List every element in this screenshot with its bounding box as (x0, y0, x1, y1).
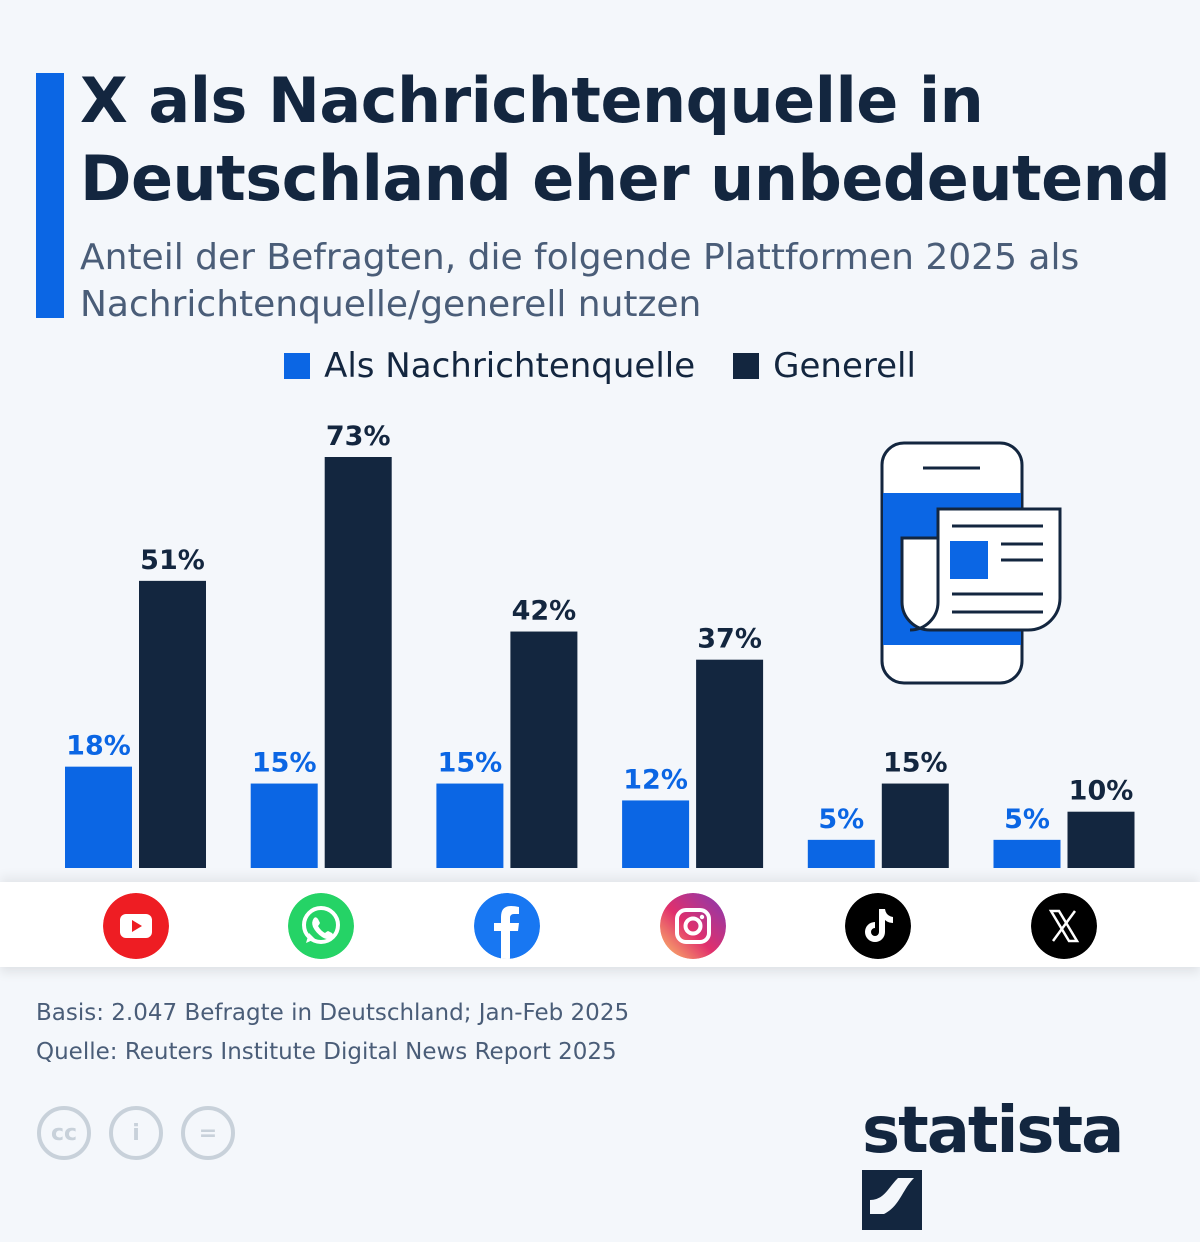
cc-attribution-icon[interactable]: i (109, 1106, 163, 1160)
legend-item-general: Generell (733, 346, 916, 386)
data-label: 42% (512, 596, 577, 627)
phone-newspaper-illustration (880, 441, 1062, 685)
facebook-icon (473, 893, 540, 959)
bar-tiktok-general (881, 783, 949, 868)
data-label: 10% (1069, 776, 1134, 807)
platform-icon-strip (0, 882, 1200, 967)
bar-instagram-news (622, 800, 690, 868)
data-label: 15% (883, 748, 948, 779)
bar-instagram-general (696, 659, 764, 868)
chart-subtitle: Anteil der Befragten, die folgende Platt… (80, 237, 1080, 325)
bar-tiktok-news (807, 839, 875, 868)
bar-chart: 18% 51% 15% 73% 15% 42% 12% 37% 5% 15% 5% 10% (65, 421, 1135, 868)
statista-wordmark: statista (862, 1094, 1124, 1168)
youtube-icon (102, 893, 169, 959)
instagram-icon (659, 893, 726, 959)
legend-label-news: Als Nachrichtenquelle (324, 346, 696, 386)
x-icon (1031, 893, 1097, 959)
title-accent-bar (36, 73, 64, 318)
legend-item-news: Als Nachrichtenquelle (284, 346, 695, 386)
footer-source: Quelle: Reuters Institute Digital News R… (36, 1039, 617, 1065)
bar-youtube-general (139, 580, 206, 868)
whatsapp-icon (288, 893, 355, 959)
footer-basis: Basis: 2.047 Befragte in Deutschland; Ja… (36, 1000, 630, 1026)
bar-whatsapp-general (324, 457, 392, 868)
bar-whatsapp-news (250, 783, 318, 868)
data-label: 5% (1004, 804, 1050, 835)
legend: Als Nachrichtenquelle Generell (0, 346, 1200, 386)
data-label: 51% (140, 545, 205, 576)
tiktok-icon (845, 893, 912, 959)
data-label: 12% (623, 764, 688, 795)
cc-license-icon[interactable]: cc (37, 1106, 91, 1160)
data-label: 5% (818, 804, 864, 835)
data-label: 15% (252, 748, 317, 779)
data-label: 73% (326, 421, 391, 452)
legend-swatch-news (284, 353, 311, 379)
bar-x-news (993, 839, 1061, 868)
legend-label-general: Generell (773, 346, 916, 386)
data-label: 37% (697, 624, 762, 655)
cc-noderivatives-icon[interactable]: = (181, 1106, 235, 1160)
bar-x-general (1067, 811, 1135, 868)
statista-mark-icon (862, 1170, 922, 1230)
bar-youtube-news (65, 766, 132, 868)
data-label: 15% (438, 748, 503, 779)
bar-facebook-news (436, 783, 504, 868)
bar-facebook-general (510, 631, 578, 868)
chart-title: X als Nachrichtenquelle in Deutschland e… (80, 64, 1171, 215)
legend-swatch-general (733, 353, 760, 379)
data-label: 18% (66, 731, 131, 762)
statista-logo[interactable]: statista (862, 1094, 1200, 1242)
